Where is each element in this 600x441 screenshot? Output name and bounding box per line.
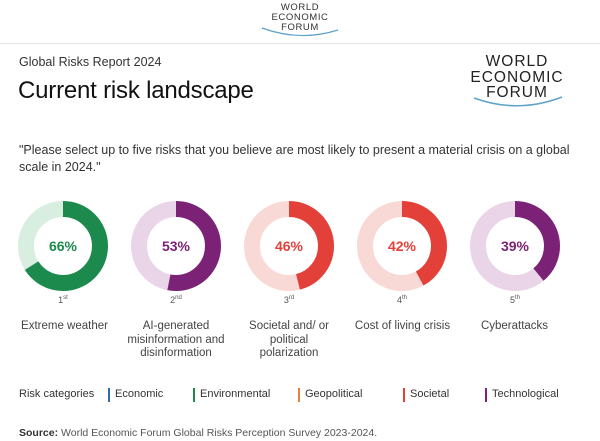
legend-swatch	[485, 388, 487, 402]
risk-label: AI-generated misinformation and disinfor…	[127, 320, 225, 359]
legend-swatch	[193, 388, 195, 402]
donut-arc	[244, 201, 334, 291]
donut-percent: 39%	[500, 238, 530, 254]
donut-percent: 46%	[274, 238, 304, 254]
top-logo: WORLD ECONOMIC FORUM	[0, 0, 600, 44]
source-note: Source: World Economic Forum Global Risk…	[19, 427, 378, 439]
corner-logo: WORLD ECONOMIC FORUM	[462, 54, 572, 112]
top-logo-text: WORLD ECONOMIC FORUM	[271, 2, 329, 33]
report-name: Global Risks Report 2024	[19, 55, 162, 69]
legend-swatch	[403, 388, 405, 402]
donut-arc	[357, 201, 447, 291]
logo-swoosh-icon	[473, 96, 563, 107]
donut-percent: 53%	[161, 238, 191, 254]
risk-label: Cost of living crisis	[354, 320, 451, 332]
risk-label: Societal and/ or political polarization	[249, 320, 329, 359]
donut-percent: 42%	[387, 238, 417, 254]
legend-title: Risk categories	[19, 388, 95, 400]
donut-arc	[18, 201, 108, 291]
rank-label: 2nd	[170, 295, 182, 305]
rank-label: 1st	[58, 295, 68, 305]
survey-question: "Please select up to five risks that you…	[19, 143, 570, 174]
page-title: Current risk landscape	[18, 77, 254, 104]
risk-label: Cyberattacks	[480, 320, 549, 332]
donut-arc	[131, 201, 221, 291]
risk-label: Extreme weather	[21, 320, 108, 332]
legend-swatch	[108, 388, 110, 402]
donut-chart-4: 42%	[357, 201, 447, 291]
logo-swoosh-icon	[261, 27, 339, 37]
donut-chart-2: 53%	[131, 201, 221, 291]
rank-label: 4th	[396, 295, 408, 305]
donut-chart-5: 39%	[470, 201, 560, 291]
rank-label: 3rd	[283, 295, 295, 305]
donut-chart-1: 66%	[18, 201, 108, 291]
donut-arc	[470, 201, 560, 291]
donut-chart-3: 46%	[244, 201, 334, 291]
rank-label: 5th	[509, 295, 521, 305]
legend-swatch	[298, 388, 300, 402]
corner-logo-text: WORLD ECONOMIC FORUM	[470, 53, 564, 101]
donut-percent: 66%	[48, 238, 78, 254]
